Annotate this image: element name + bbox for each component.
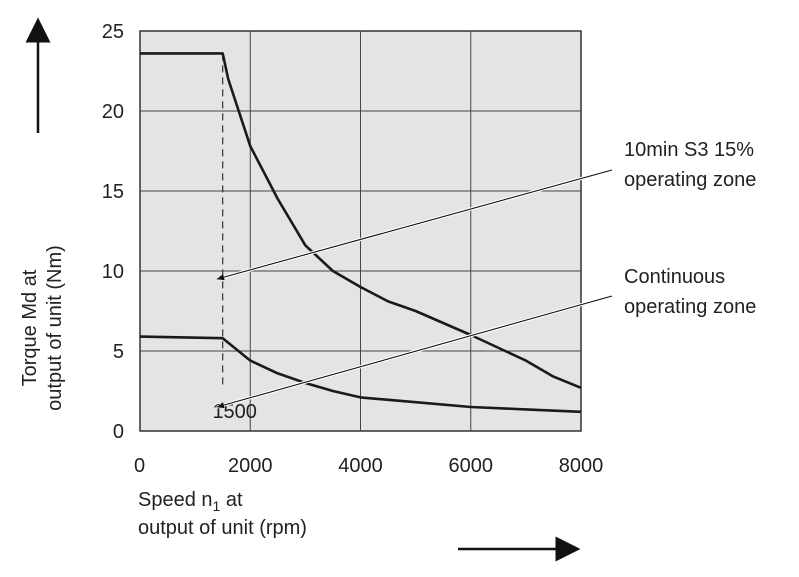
y-tick-label: 15 [102,181,124,203]
y-tick-label: 20 [102,101,124,123]
y-tick-label: 0 [113,421,124,443]
label-s3-line-1: 10min S3 15% [624,139,754,161]
y-axis-label-line-2: output of unit (Nm) [44,245,66,411]
x-tick-label: 4000 [338,455,383,477]
y-tick-label: 10 [102,261,124,283]
annotations: 10min S3 15% operating zone Continuous oper… [216,139,756,409]
tick-labels: 0 5 10 15 20 25 0 2000 4000 6000 8000 [102,21,604,477]
x-tick-label: 6000 [449,455,494,477]
label-continuous-line-2: operating zone [624,296,756,318]
series-line-s3 [140,52,582,390]
label-s3-line-2: operating zone [624,169,756,191]
x-tick-label: 2000 [228,455,273,477]
label-continuous-leader-arrow [216,295,613,409]
label-s3-leader-arrow [216,169,613,281]
x-tick-label: 0 [134,455,145,477]
y-axis-label-line-1: Torque Md at [19,269,41,386]
x-axis-label-line-1: Speed n1 at [138,489,243,514]
x-tick-label: 8000 [559,455,604,477]
marker-1500-label: 1500 [212,401,257,423]
series-group [139,52,582,414]
y-tick-label: 25 [102,21,124,43]
x-axis-label-line-2: output of unit (rpm) [138,517,307,539]
y-tick-label: 5 [113,341,124,363]
series-line-continuous [139,335,582,414]
label-continuous-line-1: Continuous [624,266,725,288]
y-axis-label: Torque Md at output of unit (Nm) [19,245,66,411]
